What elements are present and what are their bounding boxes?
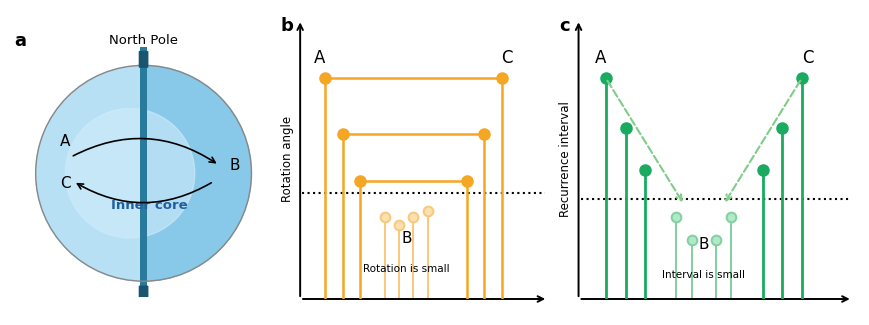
Text: b: b [280, 17, 293, 35]
Text: B: B [698, 237, 708, 252]
Bar [140, 46, 147, 300]
Text: North Pole: North Pole [109, 33, 178, 46]
Text: Rotation angle: Rotation angle [281, 116, 294, 202]
Text: Rotation is small: Rotation is small [362, 264, 449, 274]
Text: c: c [559, 17, 569, 35]
Text: a: a [14, 32, 26, 50]
FancyBboxPatch shape [138, 51, 149, 68]
FancyBboxPatch shape [138, 285, 149, 301]
Text: C: C [801, 48, 813, 67]
Circle shape [65, 109, 195, 238]
Text: A: A [60, 134, 70, 149]
Text: A: A [594, 48, 605, 67]
Text: B: B [229, 158, 240, 173]
Text: C: C [501, 48, 513, 67]
Text: B: B [401, 231, 411, 246]
Text: Recurrence interval: Recurrence interval [558, 101, 571, 217]
Text: Inner core: Inner core [110, 199, 187, 212]
Wedge shape [36, 65, 143, 281]
Wedge shape [143, 65, 251, 281]
Text: C: C [60, 176, 70, 191]
Text: Interval is small: Interval is small [661, 269, 745, 280]
Text: A: A [314, 48, 325, 67]
